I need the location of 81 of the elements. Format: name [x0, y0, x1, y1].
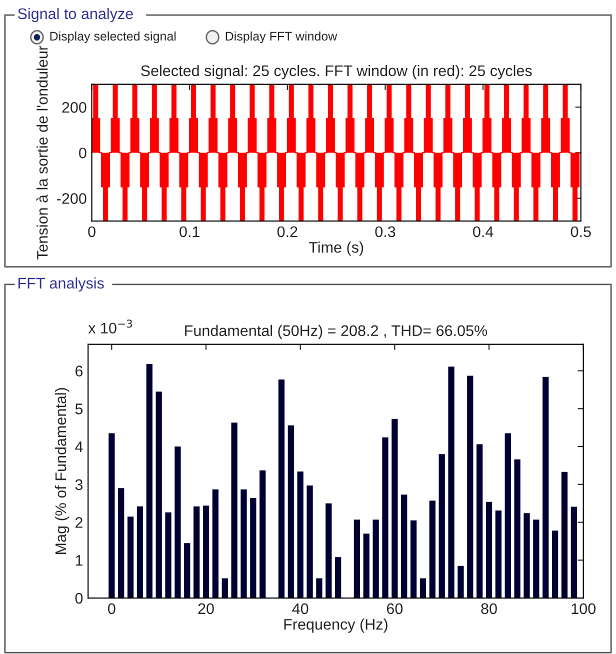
bar: [288, 425, 294, 598]
text: Signal to analyze: [18, 8, 133, 22]
bar: [316, 578, 322, 598]
bar: [561, 472, 568, 598]
bar: [429, 500, 436, 598]
x-tick-label: 100: [572, 603, 596, 614]
x-tick-label: 80: [481, 603, 497, 614]
bar: [476, 444, 483, 598]
bar: [326, 503, 332, 598]
bar: [306, 486, 313, 598]
bar: [118, 488, 124, 598]
y-tick-label: 0: [75, 592, 83, 604]
bar: [260, 470, 266, 598]
text: x 10$^{−3}$: [88, 320, 132, 334]
bar: [410, 520, 417, 598]
x-tick-label: 0: [108, 603, 116, 614]
bar: [552, 530, 558, 598]
text: Display FFT window: [226, 31, 338, 44]
x-tick-label: 0.5: [570, 226, 591, 238]
text: Display selected signal: [50, 31, 176, 44]
x-tick-label: 0: [88, 226, 96, 238]
bar: [504, 433, 511, 598]
bar: [382, 437, 388, 598]
x-tick-label: 60: [386, 603, 403, 614]
bar: [533, 520, 540, 598]
y-axis-title: Mag (% of Fundamental): [54, 388, 70, 554]
y-tick-label: 200: [62, 102, 86, 113]
bar: [448, 366, 454, 598]
bar: [335, 557, 342, 598]
bar: [250, 498, 256, 598]
y-tick-label: 5: [75, 404, 83, 414]
bar: [202, 506, 210, 598]
bar: [278, 379, 285, 598]
bar: [392, 418, 398, 598]
x-tick-label: 20: [198, 603, 214, 614]
y-tick-label: 0: [79, 148, 86, 158]
y-tick-label: 1: [76, 555, 82, 566]
bar: [495, 510, 502, 598]
bar: [542, 376, 549, 598]
bar: [165, 512, 172, 598]
y-tick-label: -200: [57, 193, 86, 204]
bar: [401, 494, 408, 598]
bar: [514, 459, 520, 598]
y-tick-label: 4: [75, 442, 83, 452]
bar: [297, 472, 304, 598]
bar: [372, 520, 379, 598]
bar: [212, 489, 219, 598]
bar: [146, 364, 152, 598]
y-axis-title: Tension à la sortie de l'onduleur: [36, 46, 48, 260]
y-tick-label: 3: [75, 479, 83, 490]
bar: [570, 506, 577, 598]
x-tick-label: 40: [292, 603, 308, 614]
chart-title: Fundamental (50Hz) = 208.2 , THD= 66.05%: [185, 324, 488, 340]
bar: [108, 433, 115, 598]
x-axis-title: Time (s): [308, 242, 364, 256]
x-axis-title: Frequency (Hz): [284, 618, 388, 633]
bar: [240, 489, 247, 598]
bar: [524, 513, 530, 598]
x-tick-label: 0.1: [180, 226, 200, 238]
bar: [438, 454, 445, 598]
bar: [467, 376, 474, 598]
text: FFT analysis: [18, 277, 104, 292]
x-tick-label: 0.2: [277, 226, 298, 238]
x-tick-label: 0.3: [375, 226, 396, 238]
bar: [136, 506, 144, 598]
bar: [127, 516, 134, 598]
bar: [222, 578, 228, 598]
bar: [194, 506, 200, 598]
bar: [458, 566, 464, 598]
bar: [354, 520, 360, 598]
bar: [486, 502, 492, 598]
bar: [184, 543, 190, 598]
y-tick-label: 6: [76, 366, 83, 376]
bar: [420, 578, 426, 598]
y-tick-label: 2: [76, 517, 82, 528]
bar: [174, 446, 181, 598]
bar: [156, 392, 162, 598]
x-tick-label: 0.4: [473, 226, 494, 238]
chart-title: Selected signal: 25 cycles. FFT window (in red): 25 cycles: [141, 64, 532, 80]
bar: [231, 422, 238, 598]
bar: [363, 534, 370, 598]
